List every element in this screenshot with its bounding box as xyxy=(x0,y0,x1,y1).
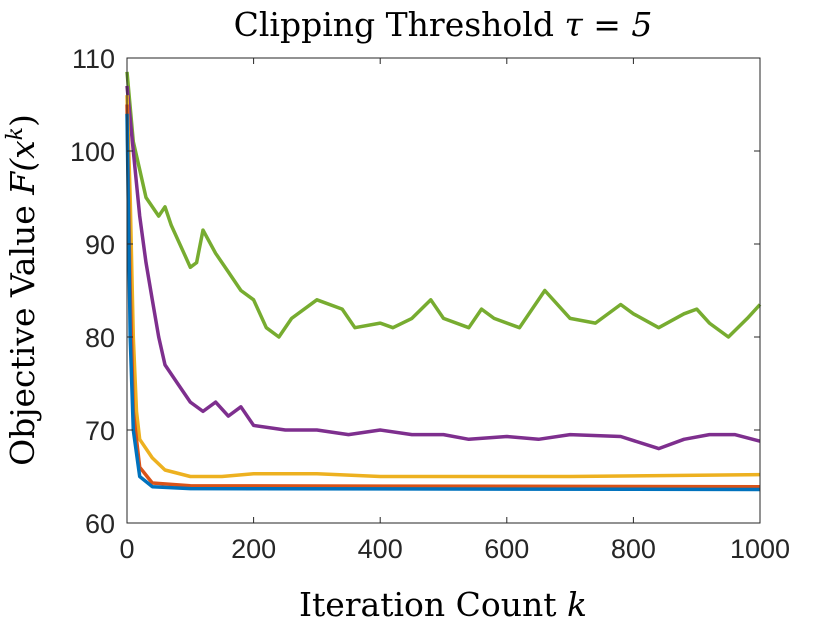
y-tick-label: 80 xyxy=(85,323,115,353)
y-tick-label: 100 xyxy=(70,137,115,167)
series-green-line xyxy=(125,71,762,339)
y-axis-label: Objective Value F(xk) xyxy=(3,114,42,466)
x-tick-label: 600 xyxy=(484,534,529,564)
series-yellow-line xyxy=(125,95,761,479)
x-axis-label: Iteration Count k xyxy=(299,585,587,624)
x-tick-label: 800 xyxy=(611,534,656,564)
series-purple-line xyxy=(125,85,761,451)
chart-title: Clipping Threshold τ = 5 xyxy=(234,5,653,44)
x-tick-label: 1000 xyxy=(730,534,790,564)
y-tick-label: 110 xyxy=(72,44,115,74)
x-tick-label: 200 xyxy=(231,534,276,564)
y-tick-label: 90 xyxy=(85,230,115,260)
y-tick-label: 70 xyxy=(85,416,115,446)
x-tick-label: 400 xyxy=(358,534,403,564)
series-red-line xyxy=(125,104,761,489)
x-tick-label: 0 xyxy=(119,534,134,564)
y-tick-label: 60 xyxy=(85,509,115,539)
plot-frame xyxy=(126,57,761,524)
